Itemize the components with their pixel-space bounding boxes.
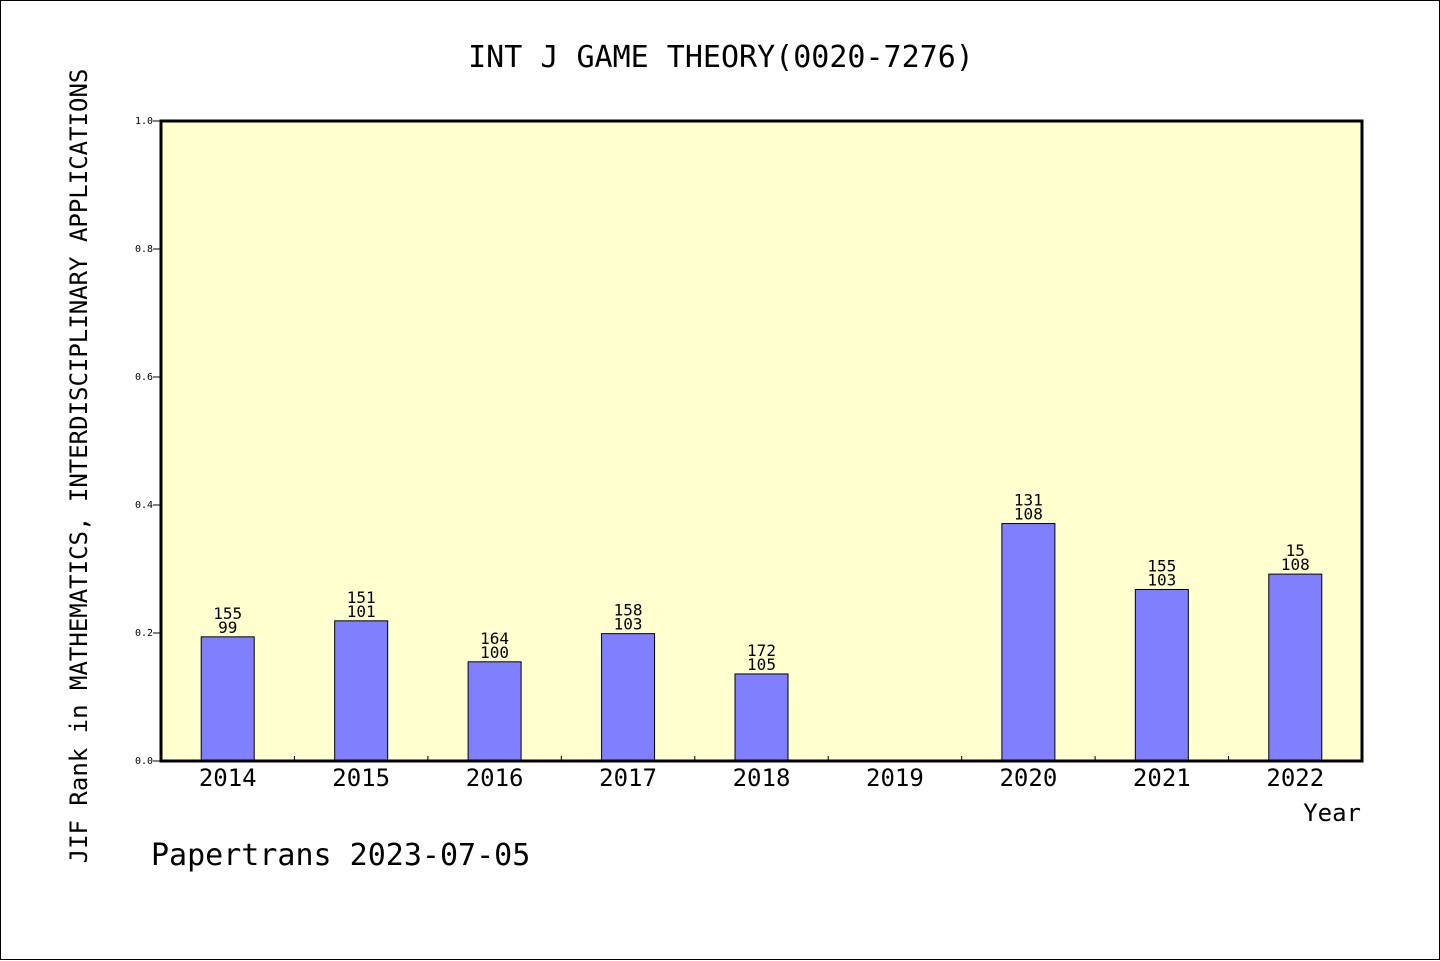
y-tick-label: 0.0: [135, 756, 153, 767]
bar-label-bottom: 108: [1014, 505, 1043, 524]
x-tick-label: 2017: [599, 764, 657, 792]
bar-2018: [734, 673, 789, 762]
bar-label-bottom: 108: [1281, 555, 1310, 574]
x-tick-label: 2018: [733, 764, 791, 792]
bar-labels-group: 1559915110116410015810317210513110815510…: [213, 491, 1309, 674]
x-tick-label: 2022: [1266, 764, 1324, 792]
bar-label-bottom: 101: [347, 602, 376, 621]
bar-2017: [601, 633, 656, 762]
x-tick-label: 2014: [199, 764, 257, 792]
bar-label-top: 155: [1147, 556, 1176, 575]
bar-2022: [1268, 573, 1323, 762]
y-tick-label: 0.4: [135, 500, 153, 511]
bar-label-top: 15: [1286, 541, 1305, 560]
bar-2021: [1134, 588, 1189, 762]
bar-label-top: 158: [614, 601, 643, 620]
footer-source-date: Papertrans 2023-07-05: [151, 838, 530, 873]
x-axis-label: Year: [1303, 799, 1361, 827]
bar-2016: [467, 661, 522, 762]
bar-label-bottom: 99: [218, 618, 237, 637]
bar-label-top: 172: [747, 641, 776, 660]
y-tick-label: 0.2: [135, 628, 153, 639]
x-tick-label: 2015: [332, 764, 390, 792]
bar-label-bottom: 105: [747, 655, 776, 674]
bar-label-bottom: 100: [480, 643, 509, 662]
bar-2015: [334, 620, 389, 762]
y-tick-label: 0.6: [135, 372, 153, 383]
chart-title: INT J GAME THEORY(0020-7276): [468, 40, 974, 75]
bar-2014: [200, 636, 255, 762]
x-axis: 2014 2015 2016 2017 2018 2019 2020 2021 2022: [199, 756, 1324, 792]
bar-label-top: 131: [1014, 491, 1043, 510]
x-tick-label: 2020: [999, 764, 1057, 792]
y-tick-label: 0.8: [135, 244, 153, 255]
x-tick-label: 2019: [866, 764, 924, 792]
x-tick-label: 2016: [466, 764, 524, 792]
bar-label-bottom: 103: [1147, 570, 1176, 589]
y-axis-label: JIF Rank in MATHEMATICS, INTERDISCIPLINA…: [65, 69, 93, 864]
bar-2020: [1001, 523, 1056, 762]
y-tick-label: 1.0: [135, 116, 153, 127]
bars-group: [200, 523, 1323, 762]
bar-label-top: 155: [213, 604, 242, 623]
bar-label-bottom: 103: [614, 615, 643, 634]
bar-label-top: 151: [347, 588, 376, 607]
plot-border: [159, 119, 1364, 763]
bar-label-top: 164: [480, 629, 509, 648]
x-tick-label: 2021: [1133, 764, 1191, 792]
y-axis: 0.0 0.2 0.4 0.6 0.8 1.0: [135, 116, 161, 767]
